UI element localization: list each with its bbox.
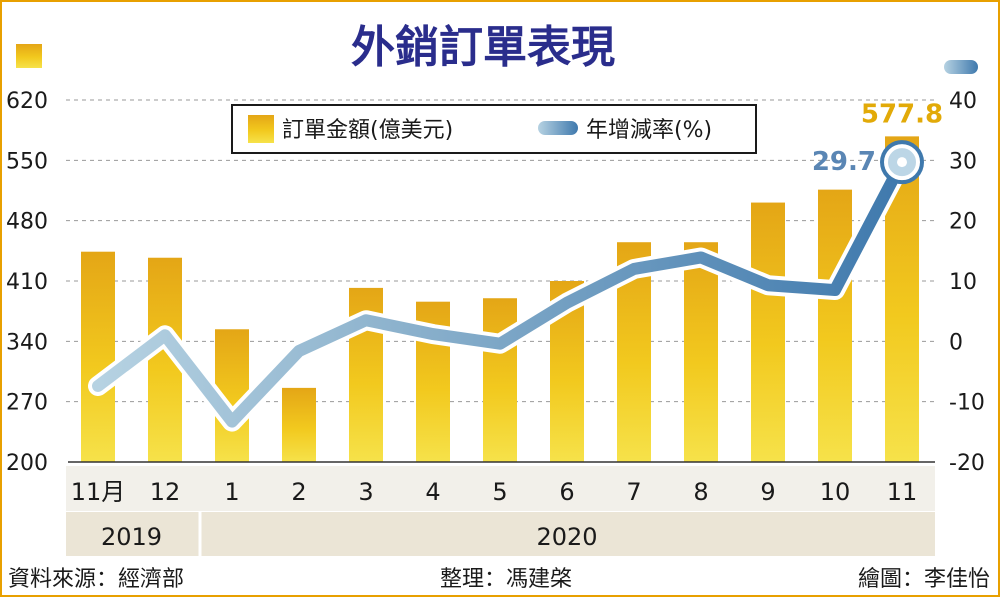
category-label: 10	[820, 478, 851, 506]
legend-bar-label: 訂單金額(億美元)	[282, 118, 453, 143]
category-labels: 11月 12 1 2 3 4 5 6 7 8 9 10 11	[71, 478, 918, 506]
year-label: 2020	[536, 523, 597, 551]
bar	[81, 251, 115, 462]
artist-text: 繪圖：李佳怡	[858, 567, 990, 592]
left-tick-label: 410	[6, 270, 48, 295]
chart-title: 外銷訂單表現	[351, 22, 615, 73]
source-text: 資料來源：經濟部	[8, 567, 184, 592]
line-series	[88, 140, 924, 432]
right-tick-label: 10	[949, 270, 977, 295]
right-axis-ticks: 40 30 20 10 0 -10 -20	[949, 89, 985, 476]
left-tick-label: 340	[6, 330, 48, 355]
category-label: 12	[150, 478, 181, 506]
bar-data-label: 577.8	[861, 99, 943, 129]
category-label: 1	[224, 478, 239, 506]
editor-text: 整理：馮建棨	[440, 567, 572, 592]
category-label: 9	[760, 478, 775, 506]
line-data-label: 29.7	[812, 147, 876, 177]
category-label: 2	[291, 478, 306, 506]
category-label: 11	[887, 478, 918, 506]
left-tick-label: 550	[6, 149, 48, 174]
bar	[751, 202, 785, 463]
category-label: 4	[425, 478, 440, 506]
year-labels: 2019 2020	[101, 523, 598, 551]
year-band	[66, 512, 935, 556]
category-band	[66, 466, 935, 511]
right-tick-label: 30	[949, 149, 977, 174]
last-point-dot	[897, 157, 907, 168]
line-path	[92, 156, 908, 428]
legend-box	[231, 104, 757, 154]
bar	[282, 387, 316, 462]
category-label: 3	[358, 478, 373, 506]
legend: 訂單金額(億美元) 年增減率(%)	[231, 104, 757, 154]
right-tick-label: -20	[949, 451, 985, 476]
legend-line-label: 年增減率(%)	[586, 118, 712, 143]
right-tick-label: -10	[949, 391, 985, 416]
category-label: 5	[492, 478, 507, 506]
left-tick-label: 480	[6, 210, 48, 235]
right-tick-label: 40	[949, 89, 977, 114]
bar	[684, 242, 718, 462]
right-tick-label: 20	[949, 210, 977, 235]
left-tick-label: 270	[6, 391, 48, 416]
bar	[483, 298, 517, 462]
legend-line-swatch	[538, 121, 578, 135]
left-tick-label: 620	[6, 89, 48, 114]
left-tick-label: 200	[6, 451, 48, 476]
bar-series	[81, 136, 919, 463]
year-label: 2019	[101, 523, 162, 551]
category-label: 6	[559, 478, 574, 506]
legend-bar-swatch	[248, 115, 274, 143]
category-label: 11月	[71, 478, 126, 506]
left-axis-marker	[16, 44, 42, 68]
category-label: 7	[626, 478, 641, 506]
bar	[818, 189, 852, 462]
left-axis-ticks: 620 550 480 410 340 270 200	[6, 89, 48, 476]
right-tick-label: 0	[949, 330, 963, 355]
right-axis-marker	[944, 60, 978, 74]
category-label: 8	[693, 478, 708, 506]
